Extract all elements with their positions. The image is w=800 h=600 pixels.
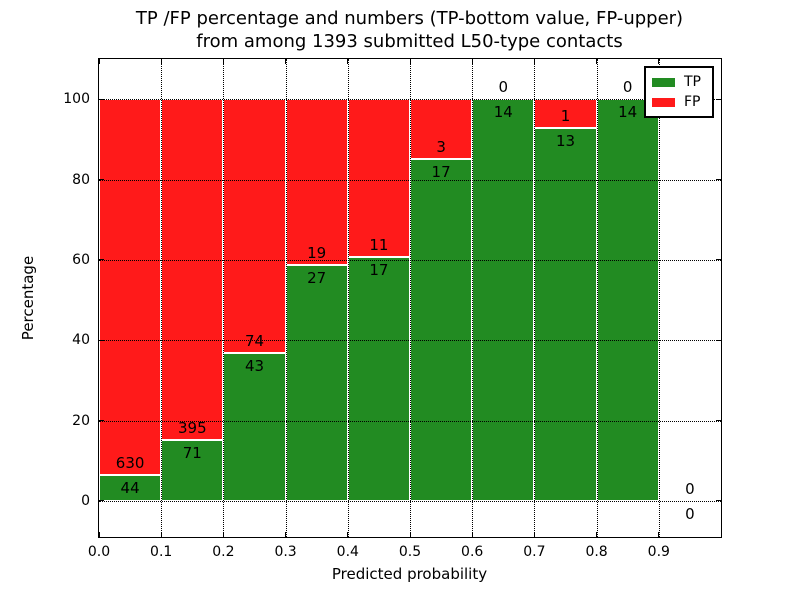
chart-title: TP /FP percentage and numbers (TP-bottom… bbox=[98, 7, 721, 53]
legend: TP FP bbox=[644, 66, 714, 118]
fp-color-swatch bbox=[652, 97, 675, 107]
legend-label-tp: TP bbox=[684, 74, 701, 90]
y-tick-label: 100 bbox=[63, 91, 90, 108]
x-tick-label: 0.2 bbox=[212, 544, 235, 560]
x-tick-label: 0.1 bbox=[150, 544, 173, 560]
x-tick-label: 0.6 bbox=[461, 544, 484, 560]
y-tick-label: 20 bbox=[72, 412, 90, 429]
x-tick-label: 0.8 bbox=[585, 544, 608, 560]
tp-color-swatch bbox=[652, 77, 675, 87]
y-tick-label: 0 bbox=[81, 492, 90, 509]
chart-title-line2: from among 1393 submitted L50-type conta… bbox=[196, 31, 623, 52]
legend-item-fp: FP bbox=[652, 92, 706, 112]
legend-label-fp: FP bbox=[684, 94, 701, 110]
x-tick-label: 0.0 bbox=[87, 544, 111, 560]
legend-item-tp: TP bbox=[652, 72, 706, 92]
chart-title-line1: TP /FP percentage and numbers (TP-bottom… bbox=[135, 8, 684, 29]
y-axis-label: Percentage bbox=[19, 255, 37, 341]
x-axis-label: Predicted probability bbox=[331, 565, 488, 583]
y-tick-label: 40 bbox=[72, 332, 90, 349]
y-tick-label: 60 bbox=[72, 251, 90, 268]
plot-area bbox=[98, 58, 722, 538]
x-tick-label: 0.4 bbox=[336, 544, 359, 560]
y-tick-label: 80 bbox=[72, 171, 90, 188]
x-tick-label: 0.7 bbox=[523, 544, 546, 560]
x-tick-label: 0.3 bbox=[274, 544, 297, 560]
x-tick-label: 0.9 bbox=[647, 544, 670, 560]
x-tick-label: 0.5 bbox=[398, 544, 422, 560]
